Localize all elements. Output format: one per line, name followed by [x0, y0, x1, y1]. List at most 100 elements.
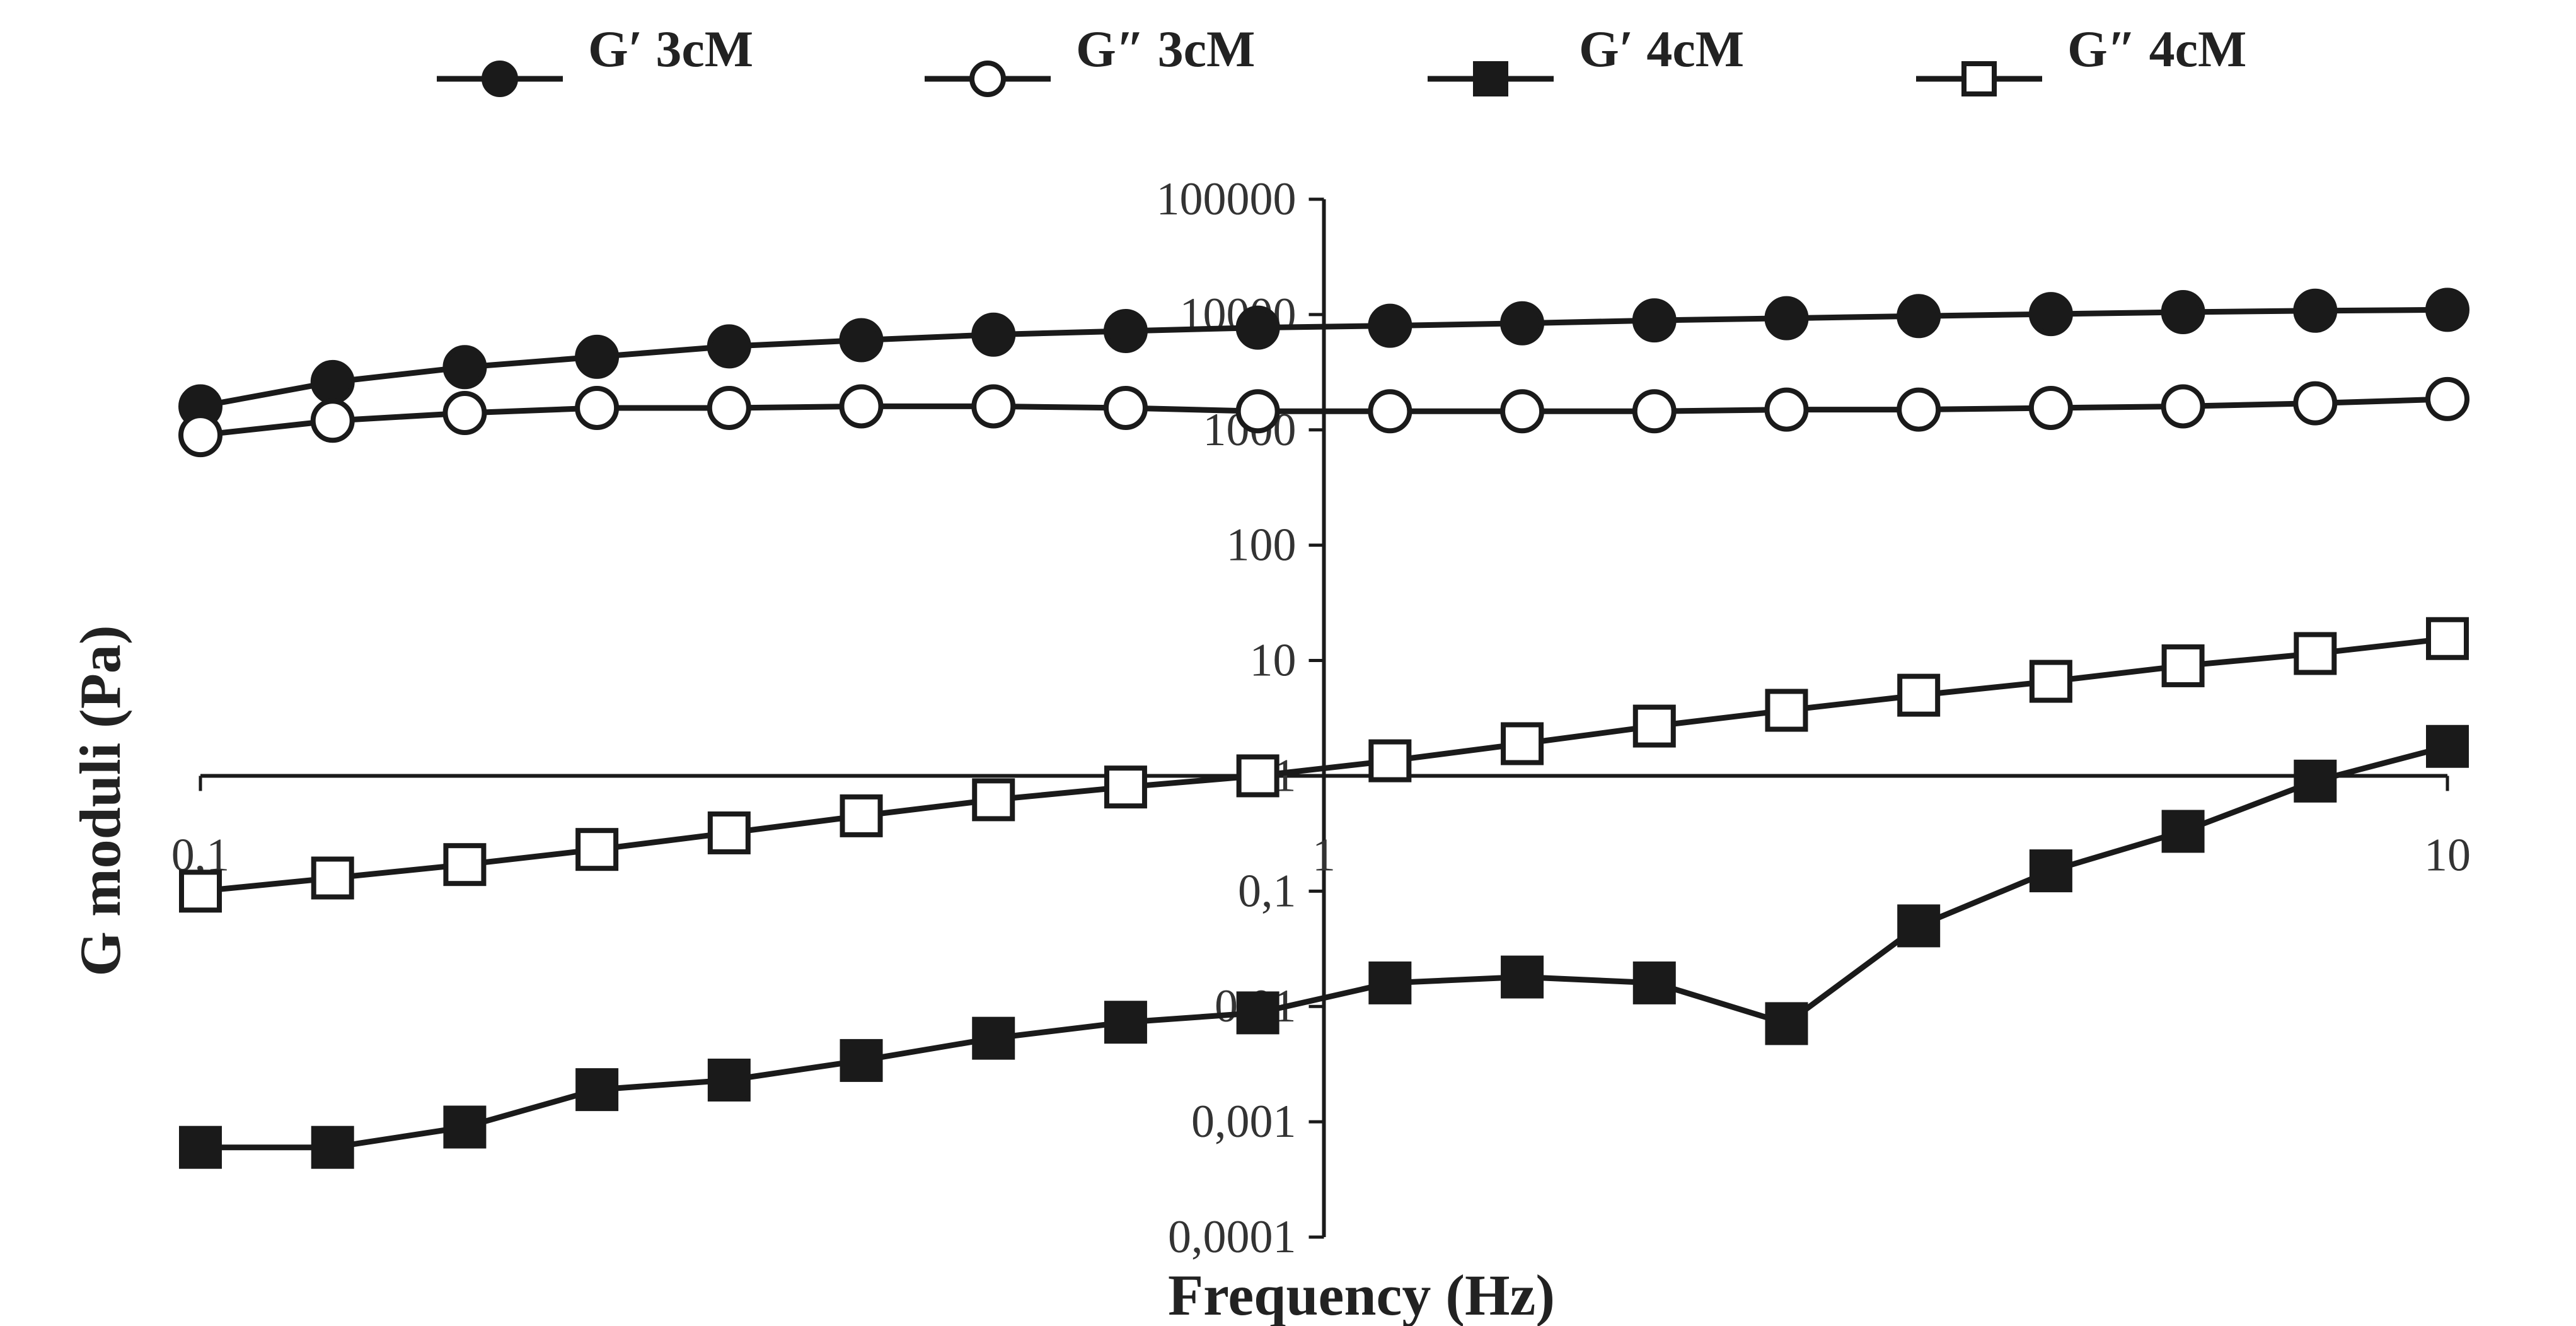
series-4	[179, 617, 2469, 913]
data-point	[1897, 387, 1941, 432]
series-2	[178, 376, 2469, 458]
data-point	[1500, 389, 1545, 434]
y-tick-label: 100	[1227, 520, 1297, 571]
data-point	[310, 359, 355, 404]
legend-label: G″ 3cM	[1076, 20, 1255, 78]
data-point	[1104, 765, 1147, 809]
legend-marker-icon	[482, 61, 518, 97]
axes: 0,00010,0010,010,1110100100010000100000 …	[171, 173, 2471, 1263]
series-line	[200, 743, 2449, 1151]
data-point	[2161, 810, 2205, 853]
data-point	[575, 1068, 619, 1112]
data-point	[1897, 294, 1941, 339]
data-point	[840, 794, 883, 837]
y-tick-label: 0,001	[1191, 1096, 1297, 1148]
data-point	[1764, 296, 1809, 340]
data-point	[311, 1125, 354, 1169]
data-point	[1103, 308, 1148, 353]
data-point	[443, 843, 487, 887]
data-point	[2029, 849, 2072, 893]
data-point	[2426, 724, 2469, 768]
data-point	[1368, 389, 1412, 434]
data-point	[972, 778, 1015, 822]
data-point	[442, 391, 487, 436]
legend-label: G′ 3cM	[588, 20, 753, 78]
data-point	[2161, 290, 2205, 335]
data-point	[1236, 754, 1279, 798]
data-point	[575, 385, 620, 430]
data-point	[1500, 301, 1545, 346]
data-point	[575, 828, 619, 871]
data-point	[1501, 722, 1544, 765]
data-point	[1103, 385, 1148, 430]
data-point	[1368, 961, 1412, 1004]
data-point	[2425, 376, 2469, 421]
series-1	[178, 288, 2469, 429]
data-point	[2294, 759, 2337, 803]
data-point	[2293, 381, 2338, 426]
data-point	[311, 856, 354, 900]
y-tick-label: 0,0001	[1168, 1211, 1297, 1263]
data-point	[442, 345, 487, 390]
legend-item: G″ 4cM	[1916, 20, 2246, 96]
legend-marker-icon	[969, 61, 1006, 97]
legend-item: G″ 3cM	[925, 20, 1255, 97]
data-point	[1765, 689, 1808, 732]
data-point	[1765, 1002, 1808, 1045]
data-point	[1368, 739, 1412, 782]
data-point	[1236, 991, 1279, 1035]
data-point	[1632, 704, 1676, 748]
data-point	[2029, 660, 2072, 703]
legend-item: G′ 4cM	[1428, 20, 1744, 96]
data-point	[839, 318, 884, 363]
data-point	[1368, 303, 1412, 348]
data-point	[707, 1058, 751, 1102]
data-point	[179, 1125, 222, 1169]
data-point	[575, 334, 620, 379]
data-point	[1235, 305, 1280, 350]
data-point	[2028, 385, 2073, 430]
legend-item: G′ 3cM	[437, 20, 753, 97]
series-3	[179, 724, 2469, 1169]
x-axis-title: Frequency (Hz)	[1168, 1263, 1555, 1326]
data-point	[707, 324, 751, 369]
data-point	[840, 1038, 883, 1082]
legend-marker-icon	[1961, 61, 1997, 96]
data-point	[2161, 384, 2205, 429]
data-point	[971, 384, 1016, 429]
data-point	[1897, 673, 1941, 717]
data-point	[1501, 955, 1544, 999]
data-point	[443, 1105, 487, 1149]
data-point	[178, 413, 222, 458]
series-line	[200, 636, 2448, 894]
x-ticks: 0,1 1 10	[171, 776, 2471, 881]
data-point	[2028, 292, 2073, 337]
data-point	[1764, 387, 1809, 432]
data-point	[1235, 389, 1280, 434]
y-tick-label: 0,1	[1238, 865, 1297, 917]
data-point	[1632, 961, 1676, 1004]
series-layer	[178, 288, 2469, 1169]
data-point	[971, 312, 1016, 357]
legend-label: G″ 4cM	[2067, 20, 2246, 78]
data-point	[2161, 644, 2205, 687]
data-point	[972, 1016, 1015, 1060]
data-point	[1897, 904, 1941, 948]
x-tick-label: 1	[1312, 829, 1336, 881]
data-point	[839, 384, 884, 429]
data-point	[707, 385, 751, 430]
y-tick-label: 10	[1250, 635, 1297, 687]
data-point	[2293, 288, 2338, 333]
data-point	[2426, 617, 2469, 660]
y-axis-title: G moduli (Pa)	[68, 625, 132, 976]
data-point	[310, 398, 355, 443]
legend-marker-icon	[1473, 61, 1508, 96]
legend-label: G′ 4cM	[1579, 20, 1744, 78]
data-point	[1632, 389, 1677, 434]
data-point	[1632, 298, 1677, 343]
x-tick-label: 10	[2424, 829, 2471, 881]
data-point	[2294, 632, 2337, 675]
y-tick-label: 100000	[1157, 173, 1297, 225]
data-point	[179, 869, 222, 913]
